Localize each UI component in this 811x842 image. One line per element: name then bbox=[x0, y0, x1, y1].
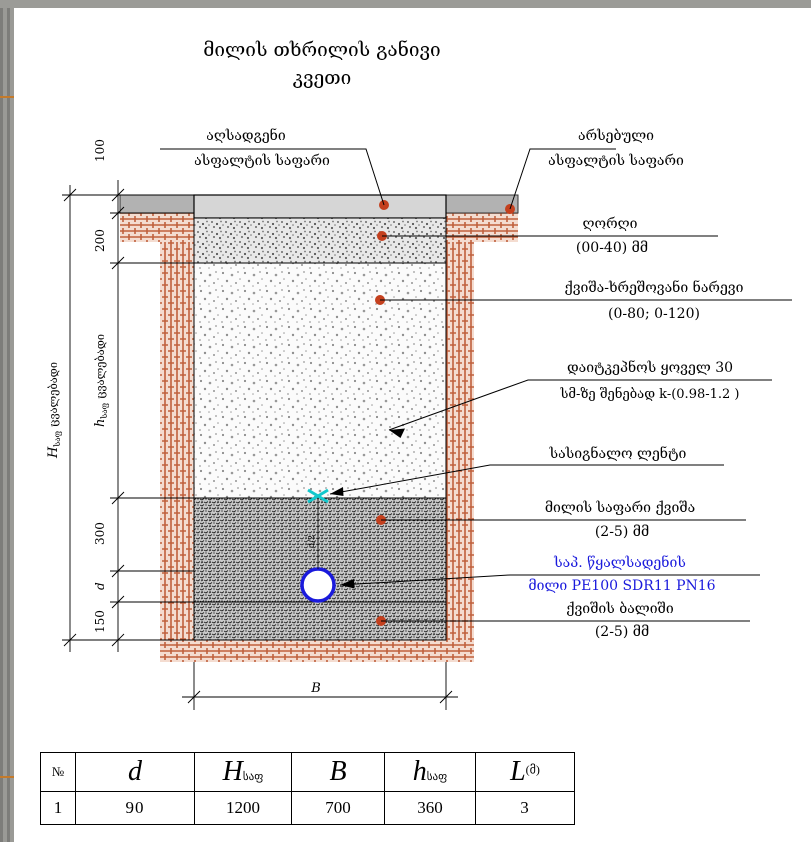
pipe-bed-label-1: მილის საფარი ქვიშა bbox=[545, 499, 695, 516]
pipe-label-1: საპ. წყალსადენის bbox=[553, 553, 686, 571]
background-strip bbox=[0, 0, 16, 842]
asphalt-restore-label-2: ასფალტის საფარი bbox=[194, 152, 330, 169]
asphalt-existing-label-1: არსებული bbox=[578, 127, 654, 144]
dim-300: 300 bbox=[93, 522, 107, 545]
compaction-label-2: სმ-ზე შენებად k-(0.98-1.2 ) bbox=[559, 386, 739, 402]
dim-200: 200 bbox=[93, 229, 107, 252]
gravel-layer bbox=[193, 217, 447, 264]
accent-line bbox=[0, 96, 14, 98]
dimension-lines bbox=[62, 180, 458, 710]
parameters-table: № d Hსაფ B hსაფ L(მ) 1 90 1200 700 360 3 bbox=[40, 752, 575, 825]
sand-bed-label-2: (2-5) მმ bbox=[595, 623, 649, 640]
gravel-label-2: (00-40) მმ bbox=[576, 239, 648, 256]
water-pipe bbox=[300, 567, 336, 603]
asphalt-existing-label-2: ასფალტის საფარი bbox=[548, 152, 684, 169]
header-H: Hსაფ bbox=[194, 752, 292, 792]
sand-gravel-layer bbox=[193, 262, 447, 499]
tape-arrowhead bbox=[330, 487, 344, 496]
background-top bbox=[0, 0, 811, 8]
sand-gravel-label-2: (0-80; 0-120) bbox=[608, 306, 700, 322]
pipe-arrowhead bbox=[340, 579, 355, 589]
sand-bed-label-1: ქვიშის ბალიში bbox=[566, 600, 674, 617]
leader-lines bbox=[160, 148, 792, 622]
dim-H-label: Hსაფცვალებადი bbox=[46, 362, 62, 459]
dim-h-label: hსაფცვალებადი bbox=[93, 334, 109, 427]
pipe-label-2: მილი PE100 SDR11 PN16 bbox=[528, 577, 715, 594]
accent-line bbox=[0, 776, 14, 778]
cell-L: 3 bbox=[475, 791, 575, 825]
compaction-arrowhead bbox=[389, 428, 405, 438]
table-header-row: № d Hსაფ B hსაფ L(მ) bbox=[40, 752, 575, 792]
pipe-bed-label-2: (2-5) მმ bbox=[595, 523, 649, 540]
cell-d: 90 bbox=[75, 791, 195, 825]
asphalt-restore-label-1: აღსადგენი bbox=[206, 126, 286, 144]
signal-tape-label: სასიგნალო ლენტი bbox=[549, 444, 687, 462]
compaction-label-1: დაიტკეპნოს ყოველ 30 bbox=[567, 358, 733, 376]
cell-h: 360 bbox=[384, 791, 476, 825]
signal-tape bbox=[307, 488, 329, 504]
title-line2: კვეთი bbox=[293, 67, 352, 89]
cell-B: 700 bbox=[291, 791, 385, 825]
restored-asphalt bbox=[193, 194, 447, 219]
cell-no: 1 bbox=[40, 791, 76, 825]
gravel-label-1: ღორღი bbox=[583, 215, 638, 232]
title-line1: მილის თხრილის განივი bbox=[203, 39, 440, 61]
header-no: № bbox=[40, 752, 76, 792]
dim-150: 150 bbox=[93, 610, 107, 633]
cell-H: 1200 bbox=[194, 791, 292, 825]
dim-B: B bbox=[310, 681, 321, 696]
trench-cross-section-diagram: მილის თხრილის განივი კვეთი d/2 bbox=[46, 39, 792, 710]
header-h: hსაფ bbox=[384, 752, 476, 792]
brick-walls bbox=[120, 212, 518, 662]
header-B: B bbox=[291, 752, 385, 792]
dim-100: 100 bbox=[93, 139, 107, 162]
header-L: L(მ) bbox=[475, 752, 575, 792]
drawing-sheet: მილის თხრილის განივი კვეთი d/2 bbox=[14, 8, 811, 842]
dim-d: d bbox=[93, 582, 107, 590]
table-row: 1 90 1200 700 360 3 bbox=[40, 791, 575, 825]
sand-gravel-label-1: ქვიშა-ხრეშოვანი ნარევი bbox=[565, 278, 744, 296]
header-d: d bbox=[75, 752, 195, 792]
pipe-depth-label: d/2 bbox=[307, 535, 316, 548]
